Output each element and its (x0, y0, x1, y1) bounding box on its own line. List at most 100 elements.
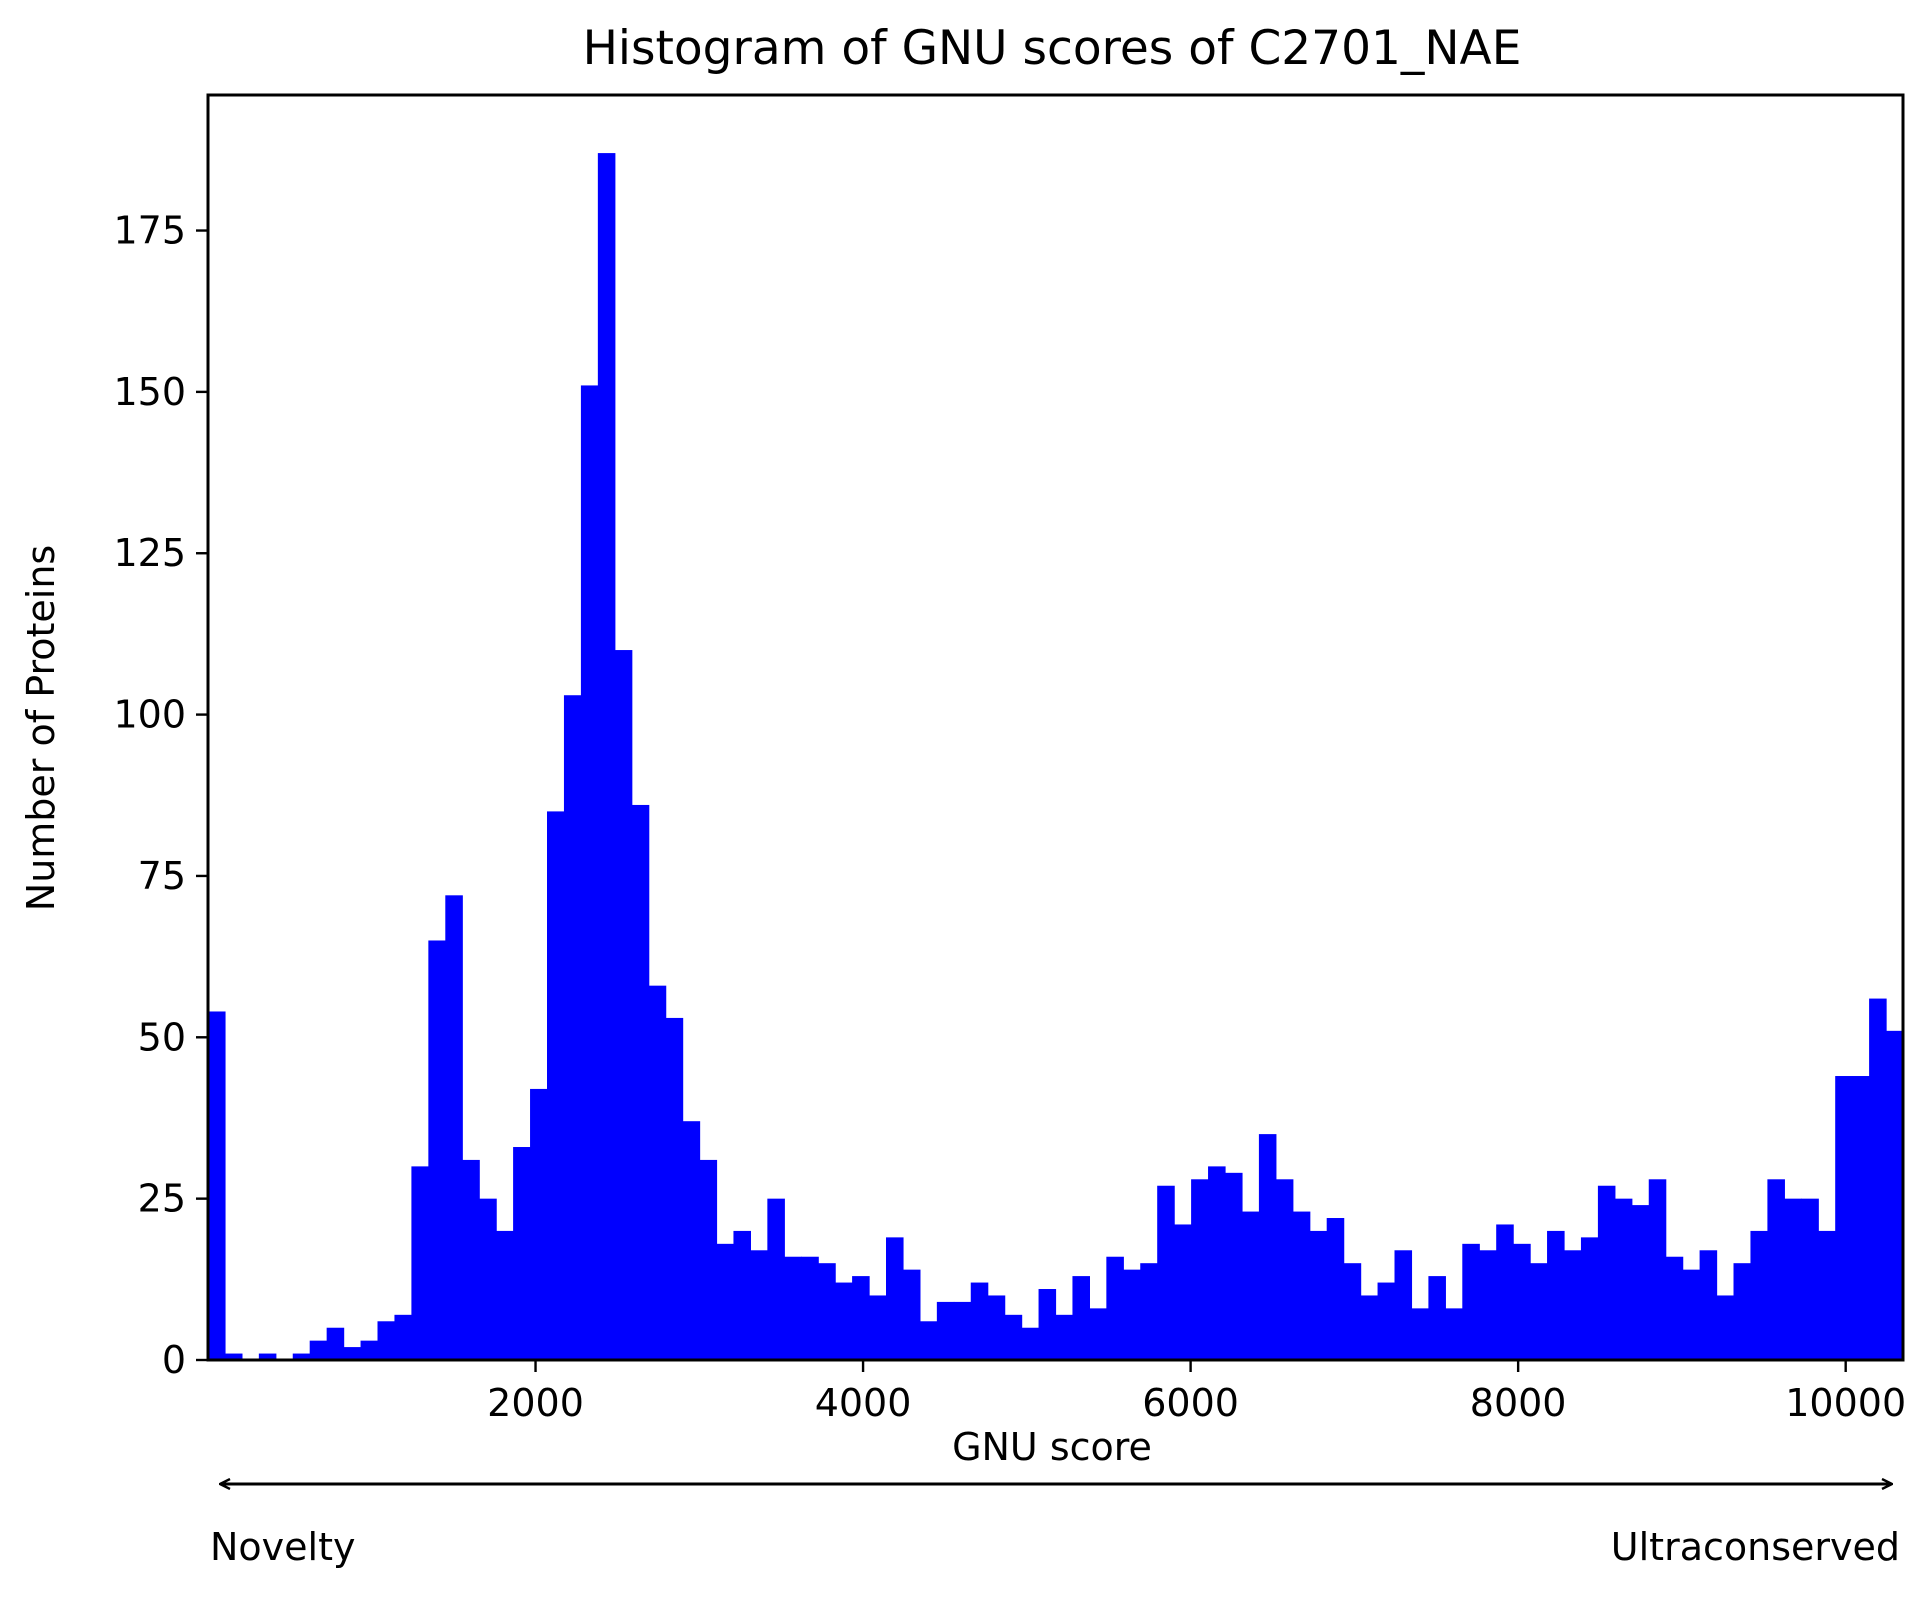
histogram-bar (1496, 1224, 1514, 1360)
histogram-bar (1326, 1218, 1345, 1360)
histogram-bar (1309, 1230, 1328, 1360)
histogram-bar (987, 1295, 1006, 1360)
histogram-bar (818, 1263, 836, 1360)
histogram-bar (1140, 1263, 1158, 1360)
histogram-bar (919, 1321, 938, 1360)
histogram-bar (1377, 1282, 1396, 1360)
histogram-bar (648, 985, 667, 1360)
histogram-bar (1767, 1179, 1785, 1360)
y-tick-label: 100 (113, 693, 186, 737)
histogram-bar (936, 1301, 955, 1360)
x-tick-label: 8000 (1470, 1381, 1567, 1425)
y-axis-ticks: 0 25 50 75 100 125 150 175 (113, 209, 208, 1382)
x-axis-label: GNU score (952, 1425, 1152, 1469)
histogram-bar (445, 895, 463, 1360)
histogram-bar (1818, 1230, 1836, 1360)
histogram-bar (1191, 1179, 1209, 1360)
histogram-bar (1852, 1076, 1870, 1360)
histogram-bar (1072, 1276, 1090, 1360)
histogram-bar (682, 1121, 701, 1360)
histogram-bar (1648, 1179, 1667, 1360)
x-axis-ticks: 2000 4000 6000 8000 10000 (487, 1360, 1906, 1425)
x-tick-label: 2000 (487, 1381, 584, 1425)
histogram-bar (462, 1159, 480, 1360)
histogram-bar (343, 1347, 362, 1360)
histogram-bar (360, 1340, 379, 1360)
histogram-bar (1699, 1250, 1718, 1360)
histogram-bar (1208, 1166, 1226, 1360)
x-tick-label: 6000 (1142, 1381, 1239, 1425)
histogram-bar (1682, 1269, 1701, 1360)
histogram-bar (801, 1256, 819, 1360)
y-tick-label: 150 (113, 370, 186, 414)
histogram-bar (547, 811, 565, 1360)
histogram-bar (750, 1250, 768, 1360)
histogram-bar (258, 1353, 277, 1360)
histogram-bar (377, 1321, 396, 1360)
histogram-bar (1241, 1211, 1260, 1360)
histogram-bar (1258, 1134, 1277, 1360)
histogram-bar (869, 1295, 887, 1360)
histogram-bar (1513, 1243, 1531, 1360)
histogram-bar (1886, 1030, 1904, 1360)
histogram-bar (394, 1314, 412, 1360)
histogram-bar (1564, 1250, 1582, 1360)
histogram-bar (631, 804, 650, 1360)
histogram-bar (479, 1198, 497, 1360)
histogram-bar (1869, 998, 1887, 1360)
histogram-bar (1089, 1308, 1107, 1360)
histogram-bar (1225, 1172, 1243, 1360)
histogram-bar (1784, 1198, 1802, 1360)
y-tick-label: 0 (162, 1338, 186, 1382)
x-tick-label: 10000 (1785, 1381, 1906, 1425)
histogram-bar (1614, 1198, 1633, 1360)
histogram-bar (428, 940, 446, 1360)
y-tick-label: 25 (138, 1177, 186, 1221)
y-tick-label: 50 (138, 1015, 186, 1059)
histogram-bar (1360, 1295, 1379, 1360)
histogram-bar (1665, 1256, 1684, 1360)
novelty-label: Novelty (210, 1525, 356, 1569)
histogram-bar (1428, 1276, 1446, 1360)
histogram-bar (1479, 1250, 1497, 1360)
y-tick-label: 125 (113, 531, 186, 575)
histogram-bar (1445, 1308, 1463, 1360)
histogram-bar (852, 1276, 870, 1360)
histogram-bar (835, 1282, 853, 1360)
histogram-bar (970, 1282, 989, 1360)
histogram-bar (1004, 1314, 1023, 1360)
histogram-bar (1021, 1327, 1040, 1360)
histogram-bar (1106, 1256, 1124, 1360)
histogram-bar (1733, 1263, 1752, 1360)
ultraconserved-label: Ultraconserved (1611, 1525, 1900, 1569)
histogram-bar (665, 1017, 684, 1360)
histogram-bar (1123, 1269, 1141, 1360)
y-tick-label: 175 (113, 209, 186, 253)
histogram-bar (1275, 1179, 1294, 1360)
y-tick-label: 75 (138, 854, 186, 898)
histogram-bar (1411, 1308, 1429, 1360)
histogram-bar (513, 1147, 531, 1360)
histogram-bar (784, 1256, 802, 1360)
histogram-bar (1343, 1263, 1362, 1360)
histogram-bar (292, 1353, 311, 1360)
histogram-bar (496, 1230, 514, 1360)
x-tick-label: 4000 (815, 1381, 912, 1425)
histogram-bar (411, 1166, 429, 1360)
histogram-bar (953, 1301, 972, 1360)
histogram-bar (1462, 1243, 1480, 1360)
histogram-bar (208, 1011, 226, 1360)
histogram-bar (597, 153, 616, 1361)
y-axis-label: Number of Proteins (19, 545, 63, 911)
histogram-bar (1716, 1295, 1735, 1360)
chart-title: Histogram of GNU scores of C2701_NAE (583, 21, 1522, 76)
histogram-bar (1038, 1289, 1057, 1360)
histogram-bar (1580, 1237, 1599, 1360)
histogram-bar (224, 1353, 243, 1360)
histogram-bar (1530, 1263, 1548, 1360)
histogram-bar (1174, 1224, 1192, 1360)
histogram-bar (530, 1088, 548, 1360)
histogram-bar (326, 1327, 345, 1360)
histogram-bar (699, 1159, 718, 1360)
